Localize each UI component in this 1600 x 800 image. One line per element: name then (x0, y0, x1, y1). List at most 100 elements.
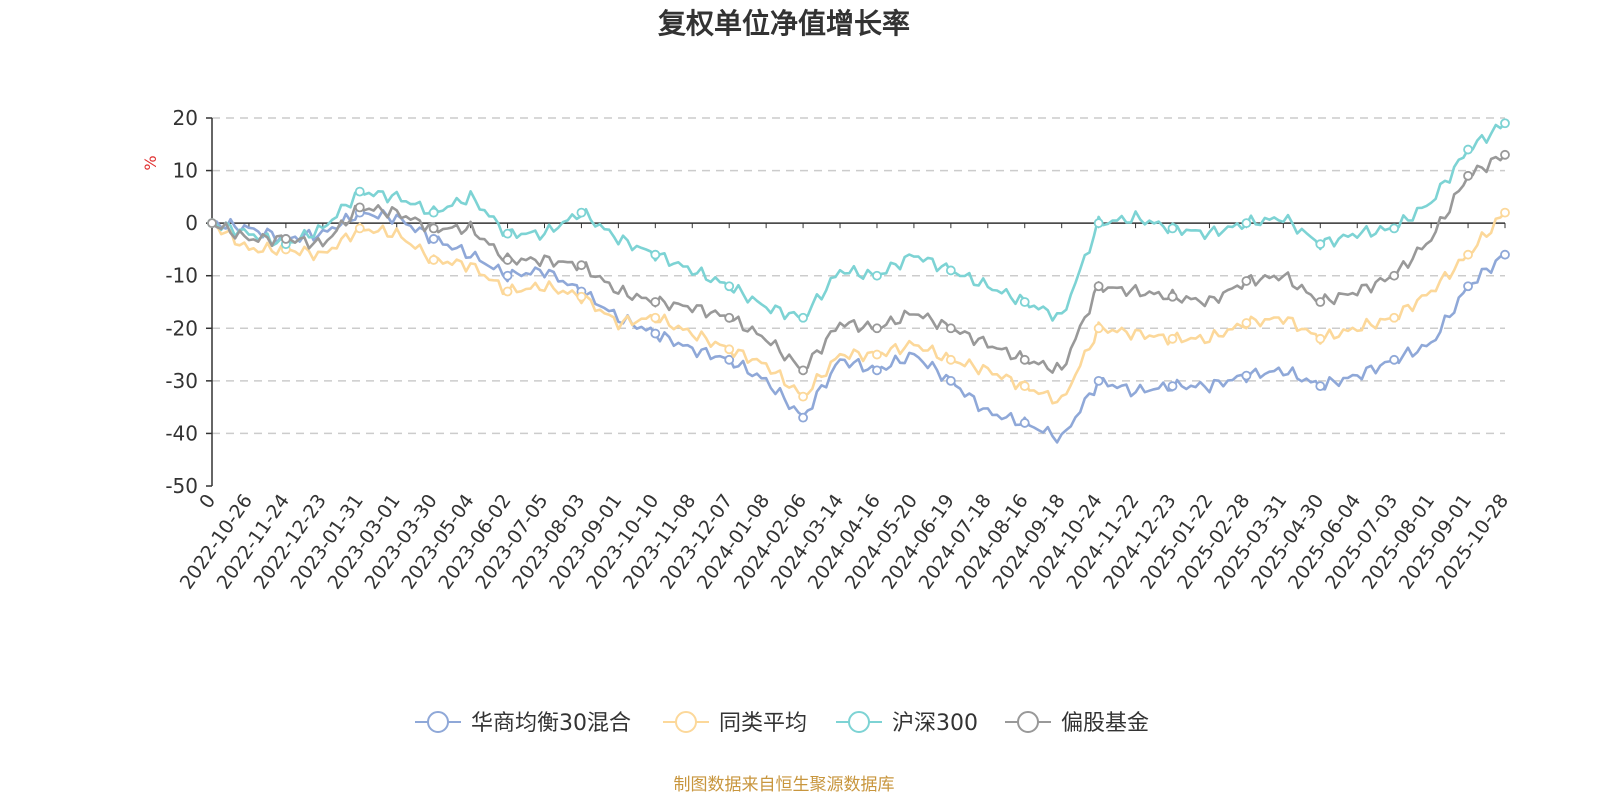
y-axis-unit-label: % (141, 155, 160, 170)
data-point (1463, 144, 1473, 155)
data-point (945, 375, 956, 386)
source-note: 制图数据来自恒生聚源数据库 (674, 775, 895, 795)
data-point (354, 223, 365, 234)
legend-marker (1017, 711, 1039, 733)
data-point (1093, 375, 1104, 386)
data-point (576, 207, 587, 218)
data-point (724, 312, 735, 323)
data-point (1241, 276, 1252, 286)
data-point (1093, 218, 1104, 229)
legend-marker (675, 711, 697, 733)
data-point (1315, 297, 1326, 307)
data-point (872, 270, 882, 281)
data-point (798, 412, 808, 423)
legend: 华商均衡30混合 同类平均 沪深300 偏股基金 (415, 711, 1149, 736)
data-point (1463, 249, 1473, 260)
legend-label: 偏股基金 (1061, 711, 1149, 736)
legend-label: 同类平均 (719, 711, 807, 736)
series-line (211, 207, 1506, 444)
chart-title: 复权单位净值增长率 (658, 7, 910, 40)
data-point (354, 202, 365, 213)
data-point (502, 255, 513, 265)
data-point (1389, 354, 1400, 365)
axes: 20100-10-20-30-40-5002022-10-262022-11-2… (165, 106, 1513, 593)
data-point (945, 323, 956, 334)
data-point (724, 344, 735, 355)
data-point (650, 312, 661, 323)
x-tick-label: 0 (195, 490, 220, 513)
data-point (1463, 170, 1473, 181)
legend-item[interactable]: 偏股基金 (1005, 711, 1149, 736)
data-point (1093, 323, 1104, 334)
data-point (798, 391, 808, 402)
y-tick-label: -30 (165, 369, 198, 393)
legend-item[interactable]: 同类平均 (663, 711, 807, 736)
data-point (428, 255, 439, 265)
legend-item[interactable]: 沪深300 (836, 711, 978, 736)
data-point (502, 270, 513, 281)
data-point (724, 281, 735, 292)
y-tick-label: -10 (165, 264, 198, 288)
data-point (1019, 381, 1030, 392)
legend-item[interactable]: 华商均衡30混合 (415, 711, 631, 736)
data-point (280, 234, 291, 244)
data-point (1241, 218, 1252, 229)
data-point (207, 218, 217, 229)
data-point (1241, 318, 1252, 328)
legend-marker (848, 711, 870, 733)
data-point (650, 297, 661, 307)
data-point (502, 286, 513, 297)
data-point (945, 354, 956, 365)
data-point (1315, 333, 1326, 344)
data-point (872, 365, 882, 376)
data-point (1389, 270, 1400, 281)
y-tick-label: 10 (173, 159, 198, 183)
legend-label: 沪深300 (892, 711, 978, 736)
series-lines (207, 118, 1510, 444)
data-point (945, 265, 956, 276)
data-point (1315, 381, 1326, 392)
data-point (650, 328, 661, 339)
y-tick-label: 0 (185, 211, 198, 235)
data-point (724, 354, 735, 365)
data-point (1167, 291, 1178, 302)
data-point (1019, 418, 1030, 428)
data-point (1500, 249, 1510, 260)
y-tick-label: -50 (165, 474, 198, 498)
data-point (428, 207, 439, 218)
y-tick-label: 20 (173, 106, 198, 130)
data-point (1167, 333, 1178, 344)
data-point (798, 312, 808, 323)
data-point (576, 291, 587, 302)
data-point (1019, 297, 1030, 307)
series-line (211, 122, 1506, 322)
data-point (1389, 312, 1400, 323)
data-point (872, 349, 882, 360)
data-point (872, 323, 882, 334)
legend-marker (427, 711, 449, 733)
data-point (1500, 207, 1510, 218)
data-point (502, 228, 513, 239)
series-line (211, 211, 1506, 405)
data-point (1093, 281, 1104, 292)
data-point (1463, 281, 1473, 292)
data-point (1315, 239, 1326, 250)
data-point (576, 260, 587, 271)
data-point (1389, 223, 1400, 234)
data-point (1167, 381, 1178, 392)
data-point (1500, 149, 1510, 160)
data-point (798, 365, 808, 376)
data-point (650, 249, 661, 260)
data-point (428, 234, 439, 244)
data-point (1241, 370, 1252, 381)
data-point (1019, 354, 1030, 365)
legend-label: 华商均衡30混合 (471, 711, 631, 736)
y-tick-label: -20 (165, 316, 198, 340)
series-line (211, 153, 1506, 374)
data-point (428, 223, 439, 234)
data-point (354, 186, 365, 197)
data-point (1167, 223, 1178, 234)
data-point (1500, 118, 1510, 129)
y-tick-label: -40 (165, 421, 198, 445)
